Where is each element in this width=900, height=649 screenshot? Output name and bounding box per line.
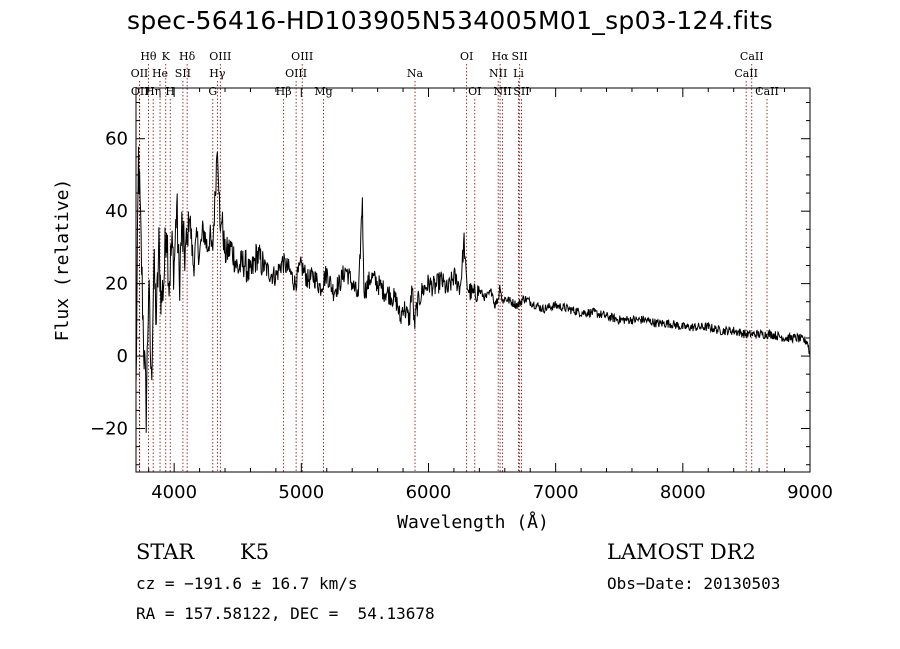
spectral-line-label: OII xyxy=(131,67,149,80)
spectral-line-label: Hη xyxy=(145,85,161,98)
y-tick-label: 60 xyxy=(105,129,128,150)
y-axis-label: Flux (relative) xyxy=(52,179,73,342)
axis-labels: Wavelength (Å) Flux (relative) xyxy=(52,179,549,533)
x-axis-label: Wavelength (Å) xyxy=(397,511,549,533)
spectral-line-label: NII xyxy=(493,85,511,98)
plot-axes xyxy=(135,87,811,473)
spectral-line-label: He xyxy=(152,67,168,80)
spectral-line-label: H xyxy=(165,85,175,98)
spectral-line-label: OIII xyxy=(209,50,231,63)
spectral-line-label: Hβ xyxy=(276,85,292,98)
object-class: STAR xyxy=(136,540,195,564)
x-tick-label: 7000 xyxy=(533,482,579,503)
spectral-line-label: OIII xyxy=(291,50,313,63)
object-subclass: K5 xyxy=(240,540,270,564)
spectral-line-label: CaII xyxy=(755,85,779,98)
survey-name: LAMOST DR2 xyxy=(607,540,756,564)
y-tick-label: −20 xyxy=(90,419,128,440)
y-tick-label: 20 xyxy=(105,274,128,295)
x-tick-label: 8000 xyxy=(660,482,706,503)
spectral-line-label: Na xyxy=(407,67,424,80)
spectral-line-label: Li xyxy=(513,67,524,80)
y-tick-label: 40 xyxy=(105,201,128,222)
spectral-line-label: SII xyxy=(513,85,529,98)
x-tick-label: 9000 xyxy=(787,482,833,503)
x-tick-label: 5000 xyxy=(278,482,324,503)
spectral-line-label: OI xyxy=(468,85,481,98)
spectral-line-label: Hα xyxy=(492,50,510,63)
plot-frame xyxy=(135,87,811,473)
y-tick-label: 0 xyxy=(117,346,128,367)
axis-ticks: 4000 5000 6000 7000 8000 9000 −20 0 20 40 60 xyxy=(90,88,833,503)
flux-series xyxy=(135,146,811,433)
spectral-line-label: NII xyxy=(489,67,507,80)
ra-dec: RA = 157.58122, DEC = 54.13678 xyxy=(136,604,435,623)
spectral-line-label: Hγ xyxy=(209,67,226,80)
spectral-line-label: CaII xyxy=(734,67,758,80)
spectral-line-label: SII xyxy=(512,50,528,63)
spectral-line-label: K xyxy=(162,50,171,63)
spectral-line-label: OII xyxy=(131,85,149,98)
flux-line xyxy=(135,146,811,433)
spectral-line-label: Mg xyxy=(314,85,332,98)
spectral-line-label: OI xyxy=(460,50,473,63)
spectral-line-label: OIII xyxy=(285,67,307,80)
spectral-line-label: Hδ xyxy=(179,50,196,63)
spectral-line-label: Hθ xyxy=(140,50,157,63)
x-tick-label: 6000 xyxy=(406,482,452,503)
observation-date: Obs−Date: 20130503 xyxy=(607,574,781,593)
x-tick-label: 4000 xyxy=(151,482,197,503)
redshift-cz: cz = −191.6 ± 16.7 km/s xyxy=(136,574,358,593)
spectral-line-label: CaII xyxy=(740,50,764,63)
spectral-line-label: G xyxy=(208,85,217,98)
chart-title: spec-56416-HD103905N534005M01_sp03-124.f… xyxy=(127,6,773,35)
spectral-line-label: SII xyxy=(175,67,191,80)
